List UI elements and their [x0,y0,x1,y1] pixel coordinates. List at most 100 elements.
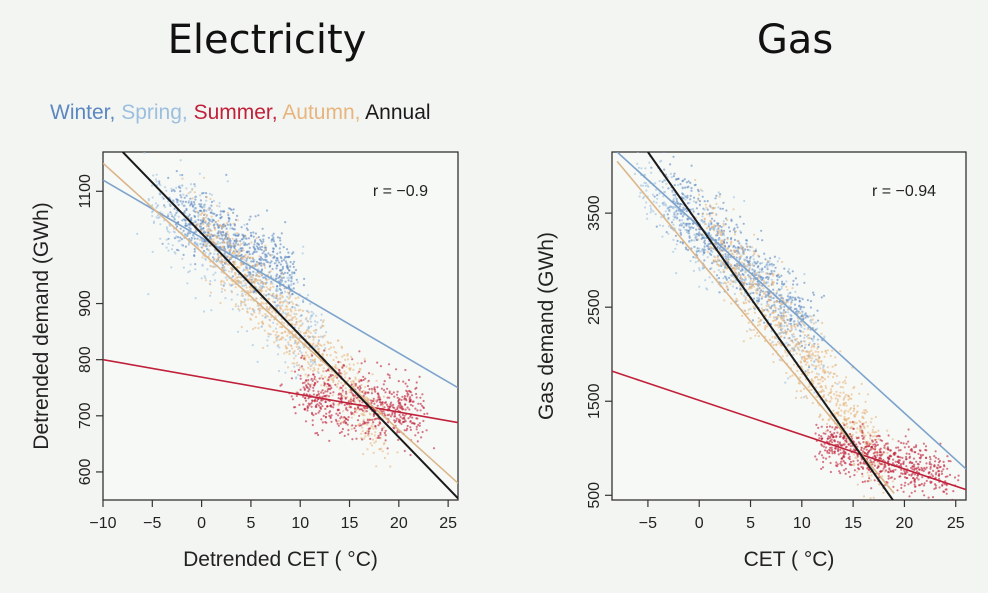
point-summer [382,410,385,413]
point-winter [185,208,188,212]
point-spring [180,243,183,246]
point-summer [307,382,310,385]
point-winter [742,263,746,266]
point-spring [201,264,204,267]
point-winter [734,246,737,249]
point-summer [329,373,332,376]
point-spring [756,282,759,285]
point-summer [861,423,864,426]
point-winter [804,316,807,319]
point-spring [758,268,761,271]
point-spring [717,191,720,194]
point-summer [328,376,331,379]
point-spring [314,323,317,327]
point-winter [678,219,681,222]
point-summer [388,374,391,377]
point-autumn [280,317,283,320]
point-autumn [316,348,319,351]
point-spring [184,212,187,215]
point-spring [274,327,278,330]
point-spring [698,247,701,250]
point-autumn [343,354,346,357]
point-autumn [214,228,217,231]
point-spring [290,280,293,283]
point-spring [706,256,709,259]
point-winter [708,212,711,215]
point-autumn [341,391,344,394]
point-winter [776,278,779,281]
point-autumn [300,319,303,322]
point-autumn [382,426,386,429]
point-autumn [785,330,788,333]
point-winter [245,259,248,262]
point-winter [692,256,695,259]
point-winter [698,231,701,234]
point-winter [253,240,256,243]
point-autumn [792,346,796,350]
point-winter [774,266,777,269]
point-autumn [806,397,809,400]
point-spring [715,228,719,231]
point-winter [189,232,192,235]
point-autumn [358,402,361,405]
point-autumn [873,435,877,438]
point-autumn [255,297,258,300]
point-spring [649,211,652,214]
point-winter [196,237,199,240]
point-spring [670,176,673,179]
point-winter [190,200,193,203]
point-autumn [811,318,814,321]
point-summer [321,421,324,424]
point-autumn [204,241,207,244]
point-autumn [863,427,866,430]
point-winter [682,197,685,200]
point-winter [247,242,251,245]
point-summer [376,398,379,402]
point-autumn [757,320,760,323]
point-autumn [802,330,805,334]
point-summer [391,413,394,416]
point-autumn [254,326,257,329]
point-spring [231,308,234,311]
point-autumn [366,430,369,433]
point-winter [209,211,212,214]
point-winter [289,261,292,264]
point-autumn [203,213,206,216]
point-autumn [752,305,755,308]
point-autumn [268,324,271,327]
point-spring [680,219,684,222]
point-autumn [303,354,306,357]
point-winter [806,299,810,302]
point-autumn [844,419,847,422]
point-summer [338,402,341,405]
point-winter [287,251,290,254]
point-spring [641,184,645,187]
point-autumn [207,208,210,211]
point-winter [263,246,266,249]
point-autumn [198,224,202,227]
point-winter [725,241,729,244]
point-spring [791,347,794,350]
point-winter [736,226,739,229]
point-spring [738,252,741,255]
point-spring [155,180,158,183]
point-autumn [742,247,745,250]
point-autumn [831,385,834,388]
point-summer [310,411,314,414]
point-autumn [822,370,825,373]
point-autumn [301,367,304,370]
point-autumn [796,346,800,349]
point-autumn [260,281,263,284]
point-spring [652,210,655,213]
point-summer [422,399,425,403]
point-summer [321,429,324,432]
point-autumn [290,370,293,373]
point-spring [147,293,150,296]
point-autumn [378,448,381,451]
point-spring [181,257,184,260]
point-summer [301,354,304,357]
point-summer [364,391,367,394]
point-autumn [853,414,856,417]
point-spring [187,243,190,246]
point-summer [895,446,898,449]
